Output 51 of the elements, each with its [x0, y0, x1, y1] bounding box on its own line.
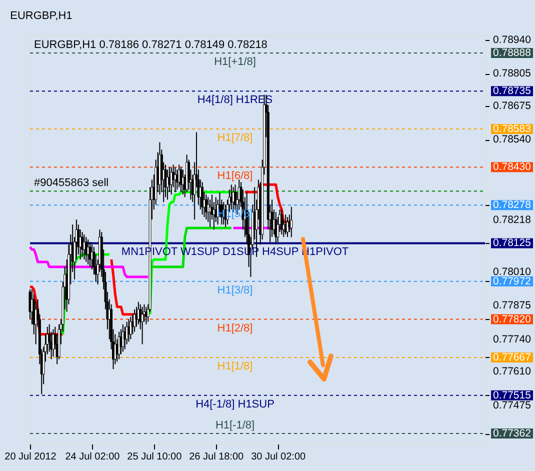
candlestick [201, 182, 204, 216]
candlestick [180, 166, 182, 193]
ref-line-label: H1[5/8] [217, 208, 253, 220]
ref-line-label: H1[3/8] [217, 284, 253, 296]
ref-line-label: H1[+1/8] [214, 56, 256, 68]
y-tick-label: 0.78583 [493, 123, 532, 136]
chart-subtitle: EURGBP,H1 0.78186 0.78271 0.78149 0.78218 [34, 39, 268, 51]
candlestick [88, 241, 92, 268]
x-tick-label: 26 Jul 18:00 [189, 452, 244, 462]
ref-line-label: H4[-1/8] H1SUP [196, 398, 274, 410]
candlestick [84, 236, 88, 262]
y-tick-label: 0.77475 [493, 399, 532, 412]
x-tick-label: 24 Jul 02:00 [65, 452, 120, 462]
x-tick-label: 20 Jul 2012 [4, 452, 57, 462]
ref-line-label: H1[6/8] [217, 170, 253, 182]
y-tick-label: 0.78675 [493, 100, 532, 112]
candlestick [129, 316, 132, 340]
candlestick [141, 306, 144, 345]
candlestick [118, 331, 120, 360]
y-tick-label: 0.77610 [493, 366, 532, 378]
candlestick [81, 232, 84, 258]
y-tick-label: 0.77362 [493, 428, 532, 440]
ref-line-label: H1[1/8] [217, 360, 253, 372]
y-tick-label: 0.78010 [493, 266, 532, 278]
ref-line-label: H1[-1/8] [215, 420, 255, 432]
y-tick-label: 0.77515 [493, 389, 532, 402]
chart-title: EURGBP,H1 [10, 10, 72, 22]
x-tick-label: 30 Jul 02:00 [251, 452, 306, 462]
y-tick-label: 0.78940 [493, 34, 532, 46]
y-tick-label: 0.78735 [493, 85, 532, 98]
y-tick-label: 0.78218 [493, 214, 532, 226]
y-tick-label: 0.77972 [493, 275, 532, 288]
ref-line-label: H1[7/8] [217, 132, 253, 144]
candlestick [290, 206, 293, 238]
candlestick [234, 184, 236, 210]
y-tick-label: 0.78278 [493, 199, 532, 212]
y-tick-label: 0.77740 [493, 333, 532, 346]
y-tick-label: 0.78805 [493, 68, 532, 80]
y-tick-label: 0.78540 [493, 134, 532, 146]
y-tick-label: 0.78125 [493, 237, 532, 250]
y-tick-label: 0.78430 [493, 161, 532, 174]
annotation: #90455863 sell [34, 177, 109, 190]
y-tick-label: 0.77875 [493, 300, 532, 312]
ref-line-label: H1[2/8] [217, 322, 253, 334]
candlestick [122, 324, 124, 352]
y-tick-label: 0.77667 [493, 351, 532, 364]
y-tick-label: 0.77820 [493, 313, 532, 326]
candlestick [286, 216, 289, 238]
candlestick [280, 209, 283, 236]
y-tick-label: 0.78888 [493, 46, 532, 59]
x-tick-label: 25 Jul 10:00 [127, 452, 182, 462]
